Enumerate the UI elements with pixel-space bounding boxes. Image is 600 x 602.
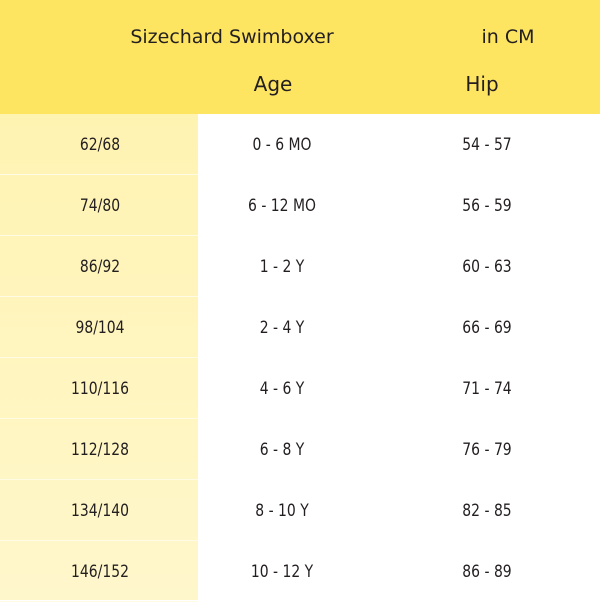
table-row: 146/152 10 - 12 Y 86 - 89: [0, 541, 600, 602]
hip-cell: 82 - 85: [462, 500, 512, 521]
age-cell: 10 - 12 Y: [250, 561, 314, 582]
column-header-age: Age: [253, 72, 293, 96]
table-row: 98/104 2 - 4 Y 66 - 69: [0, 297, 600, 358]
row-divider: [0, 296, 198, 297]
hip-cell: 66 - 69: [462, 317, 512, 338]
row-divider: [0, 418, 198, 419]
table-row: 134/140 8 - 10 Y 82 - 85: [0, 480, 600, 541]
table-row: 62/68 0 - 6 MO 54 - 57: [0, 114, 600, 175]
age-cell: 6 - 12 MO: [248, 195, 316, 216]
size-cell: 134/140: [71, 500, 129, 521]
age-cell: 2 - 4 Y: [259, 317, 305, 338]
age-cell: 4 - 6 Y: [259, 378, 305, 399]
hip-cell: 71 - 74: [462, 378, 512, 399]
age-cell: 1 - 2 Y: [259, 256, 305, 277]
table-row: 74/80 6 - 12 MO 56 - 59: [0, 175, 600, 236]
hip-cell: 60 - 63: [462, 256, 512, 277]
row-divider: [0, 235, 198, 236]
chart-title: Sizechard Swimboxer: [130, 26, 334, 48]
hip-cell: 56 - 59: [462, 195, 512, 216]
table-row: 110/116 4 - 6 Y 71 - 74: [0, 358, 600, 419]
age-cell: 8 - 10 Y: [255, 500, 309, 521]
row-divider: [0, 174, 198, 175]
column-header-hip: Hip: [465, 72, 499, 96]
size-cell: 146/152: [71, 561, 129, 582]
row-divider: [0, 540, 198, 541]
age-cell: 0 - 6 MO: [252, 134, 312, 155]
age-cell: 6 - 8 Y: [259, 439, 305, 460]
table-header: Sizechard Swimboxer in CM Age Hip: [0, 0, 600, 114]
unit-label: in CM: [481, 26, 535, 48]
row-divider: [0, 479, 198, 480]
size-cell: 74/80: [79, 195, 121, 216]
size-cell: 112/128: [71, 439, 129, 460]
hip-cell: 86 - 89: [462, 561, 512, 582]
table-row: 112/128 6 - 8 Y 76 - 79: [0, 419, 600, 480]
table-row: 86/92 1 - 2 Y 60 - 63: [0, 236, 600, 297]
row-divider: [0, 357, 198, 358]
hip-cell: 76 - 79: [462, 439, 512, 460]
size-cell: 98/104: [75, 317, 125, 338]
size-cell: 110/116: [71, 378, 129, 399]
size-cell: 62/68: [79, 134, 121, 155]
hip-cell: 54 - 57: [462, 134, 512, 155]
size-cell: 86/92: [79, 256, 121, 277]
